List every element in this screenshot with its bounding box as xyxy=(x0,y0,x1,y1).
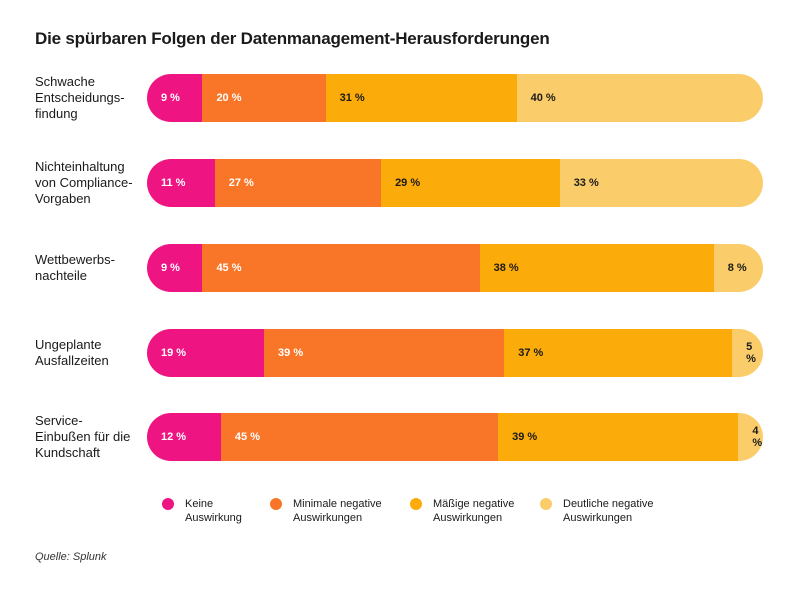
legend-label: Minimale negative Auswirkungen xyxy=(293,497,382,525)
data-label: 9 % xyxy=(161,262,180,274)
data-label: 45 % xyxy=(234,431,260,443)
legend-label-line: Keine xyxy=(185,498,214,510)
legend-label: Deutliche negative Auswirkungen xyxy=(563,497,654,525)
bar-segment: 45 % xyxy=(202,244,480,292)
category-label-line: Service- xyxy=(35,413,83,428)
legend: Keine Auswirkung Minimale negative Auswirku… xyxy=(162,497,680,525)
bar-segment: 39 % xyxy=(264,329,505,377)
legend-swatch xyxy=(540,498,552,510)
legend-label-line: Auswirkung xyxy=(185,512,242,524)
bar-segment: 39 % xyxy=(498,413,739,461)
category-label-line: von Compliance- xyxy=(35,175,133,190)
legend-item: Minimale negative Auswirkungen xyxy=(270,497,410,525)
data-label: 9 % xyxy=(161,92,180,104)
data-label: 40 % xyxy=(530,92,556,104)
legend-label-line: Minimale negative xyxy=(293,498,382,510)
bar-segment: 4 % xyxy=(738,413,763,461)
legend-item: Deutliche negative Auswirkungen xyxy=(540,497,680,525)
chart-title: Die spürbaren Folgen der Datenmanagement… xyxy=(35,29,550,48)
bar-segment: 31 % xyxy=(325,74,517,122)
category-label-line: Schwache xyxy=(35,74,95,89)
bar-segment: 12 % xyxy=(147,413,221,461)
category-label-line: Nichteinhaltung xyxy=(35,159,125,174)
bar-segment: 27 % xyxy=(214,159,382,207)
category-label: Schwache Entscheidungs-findung xyxy=(35,74,145,122)
stacked-bar: 11 % 27 % 29 % 33 % xyxy=(147,159,763,207)
data-label: 31 % xyxy=(339,92,365,104)
category-label-line: Entscheidungs- xyxy=(35,90,125,105)
data-label: 29 % xyxy=(395,177,421,189)
bar-segment: 45 % xyxy=(220,413,499,461)
bar-segment: 9 % xyxy=(147,74,203,122)
category-label-line: nachteile xyxy=(35,268,88,283)
category-label-line: Vorgaben xyxy=(35,191,91,206)
bar-segment: 8 % xyxy=(713,244,763,292)
bar-segment: 33 % xyxy=(559,159,763,207)
legend-label-line: Auswirkungen xyxy=(563,512,633,524)
legend-label-line: Deutliche negative xyxy=(563,498,654,510)
bar-segment: 37 % xyxy=(504,329,733,377)
bar-segment: 20 % xyxy=(202,74,326,122)
stacked-bar: 12 % 45 % 39 % 4 % xyxy=(147,413,763,461)
category-label: Wettbewerbs-nachteile xyxy=(35,252,145,284)
stacked-bar: 19 % 39 % 37 % 5 % xyxy=(147,329,763,377)
bar-segment: 5 % xyxy=(732,329,763,377)
data-label: 39 % xyxy=(278,347,304,359)
data-label: 20 % xyxy=(216,92,242,104)
source-note: Quelle: Splunk xyxy=(35,551,107,563)
legend-item: Keine Auswirkung xyxy=(162,497,270,525)
data-label: 19 % xyxy=(161,347,187,359)
bar-segment: 40 % xyxy=(516,74,763,122)
category-label-line: Kundschaft xyxy=(35,445,101,460)
legend-swatch xyxy=(410,498,422,510)
bar-segment: 11 % xyxy=(147,159,215,207)
data-label: 37 % xyxy=(518,347,544,359)
legend-label-line: Mäßige negative xyxy=(433,498,515,510)
category-label-line: findung xyxy=(35,106,78,121)
data-label: 8 % xyxy=(727,262,747,274)
data-label: 45 % xyxy=(216,262,242,274)
category-label-line: Ausfallzeiten xyxy=(35,353,109,368)
category-label-line: Wettbewerbs- xyxy=(35,252,115,267)
bar-segment: 9 % xyxy=(147,244,203,292)
bar-segment: 19 % xyxy=(147,329,265,377)
category-label: Nichteinhaltung von Compliance- Vorgaben xyxy=(35,159,145,207)
data-label: 5 % xyxy=(746,341,756,365)
legend-swatch xyxy=(162,498,174,510)
data-label: 33 % xyxy=(573,177,599,189)
stacked-bar: 9 % 20 % 31 % 40 % xyxy=(147,74,763,122)
category-label: Ungeplante Ausfallzeiten xyxy=(35,337,145,369)
legend-label-line: Auswirkungen xyxy=(293,512,363,524)
legend-swatch xyxy=(270,498,282,510)
category-label: Service- Einbußen für die Kundschaft xyxy=(35,413,145,461)
stacked-bar: 9 % 45 % 38 % 8 % xyxy=(147,244,763,292)
legend-item: Mäßige negative Auswirkungen xyxy=(410,497,540,525)
legend-label: Keine Auswirkung xyxy=(185,497,242,525)
data-label: 4 % xyxy=(752,425,763,449)
data-label: 39 % xyxy=(512,431,538,443)
legend-label: Mäßige negative Auswirkungen xyxy=(433,497,514,525)
data-label: 27 % xyxy=(228,177,254,189)
legend-label-line: Auswirkungen xyxy=(433,512,503,524)
data-label: 38 % xyxy=(493,262,519,274)
bar-segment: 29 % xyxy=(381,159,560,207)
data-label: 12 % xyxy=(161,431,187,443)
data-label: 11 % xyxy=(161,177,186,189)
category-label-line: Einbußen für die xyxy=(35,429,131,444)
category-label-line: Ungeplante xyxy=(35,337,102,352)
bar-segment: 38 % xyxy=(479,244,714,292)
